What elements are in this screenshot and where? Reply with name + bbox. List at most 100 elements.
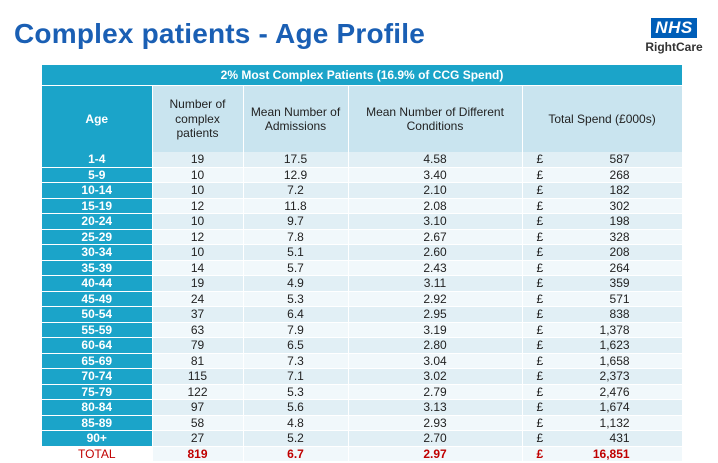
admissions-cell: 7.1: [243, 368, 349, 385]
spend-value: 1,674: [599, 400, 630, 414]
conditions-cell: 2.97: [348, 446, 523, 462]
admissions-cell: 7.3: [243, 353, 349, 369]
total-label: TOTAL: [42, 446, 153, 462]
currency-symbol: £: [536, 384, 544, 399]
patients-cell: 14: [152, 260, 244, 276]
spend-value: 2,373: [599, 369, 630, 383]
patients-cell: 37: [152, 306, 244, 323]
conditions-cell: 3.10: [348, 213, 523, 230]
age-cell: 80-84: [42, 399, 153, 416]
age-cell: 45-49: [42, 291, 153, 307]
table-row: 10-14 10 7.2 2.10 £182: [42, 182, 683, 199]
table-row: 15-19 12 11.8 2.08 £302: [42, 198, 683, 214]
admissions-cell: 11.8: [243, 198, 349, 214]
conditions-cell: 2.43: [348, 260, 523, 276]
table-banner: 2% Most Complex Patients (16.9% of CCG S…: [42, 65, 683, 86]
spend-cell: £268: [522, 167, 683, 183]
spend-cell: £838: [522, 306, 683, 323]
patients-cell: 10: [152, 213, 244, 230]
total-row: TOTAL 819 6.7 2.97 £16,851: [42, 446, 683, 462]
patients-cell: 63: [152, 322, 244, 338]
patients-cell: 10: [152, 244, 244, 261]
patients-cell: 10: [152, 167, 244, 183]
spend-cell: £1,378: [522, 322, 683, 338]
currency-symbol: £: [536, 291, 544, 306]
column-header-patients: Number of complex patients: [152, 85, 244, 152]
admissions-cell: 5.1: [243, 244, 349, 261]
spend-cell: £587: [522, 152, 683, 168]
patients-cell: 122: [152, 384, 244, 400]
spend-value: 1,658: [599, 353, 630, 368]
spend-value: 302: [609, 198, 630, 213]
spend-cell: £16,851: [522, 446, 683, 462]
table-row: 25-29 12 7.8 2.67 £328: [42, 229, 683, 245]
table-row: 60-64 79 6.5 2.80 £1,623: [42, 337, 683, 354]
currency-symbol: £: [536, 183, 544, 197]
admissions-cell: 5.3: [243, 291, 349, 307]
conditions-cell: 2.70: [348, 430, 523, 447]
currency-symbol: £: [536, 167, 544, 182]
currency-symbol: £: [536, 415, 544, 430]
patients-cell: 79: [152, 337, 244, 354]
admissions-cell: 6.7: [243, 446, 349, 462]
spend-cell: £571: [522, 291, 683, 307]
table-row: 55-59 63 7.9 3.19 £1,378: [42, 322, 683, 338]
admissions-cell: 17.5: [243, 152, 349, 168]
admissions-cell: 4.8: [243, 415, 349, 431]
admissions-cell: 5.2: [243, 430, 349, 447]
spend-cell: £2,476: [522, 384, 683, 400]
admissions-cell: 6.4: [243, 306, 349, 323]
spend-value: 1,378: [599, 322, 630, 337]
conditions-cell: 2.79: [348, 384, 523, 400]
table-row: 30-34 10 5.1 2.60 £208: [42, 244, 683, 261]
conditions-cell: 3.13: [348, 399, 523, 416]
conditions-cell: 2.80: [348, 337, 523, 354]
spend-value: 328: [609, 229, 630, 244]
spend-value: 1,132: [599, 415, 630, 430]
conditions-cell: 2.93: [348, 415, 523, 431]
conditions-cell: 2.08: [348, 198, 523, 214]
currency-symbol: £: [536, 276, 544, 290]
age-cell: 30-34: [42, 244, 153, 261]
table-row: 90+ 27 5.2 2.70 £431: [42, 430, 683, 447]
spend-cell: £2,373: [522, 368, 683, 385]
spend-value: 838: [609, 307, 630, 321]
table-row: 35-39 14 5.7 2.43 £264: [42, 260, 683, 276]
patients-cell: 12: [152, 198, 244, 214]
spend-cell: £1,623: [522, 337, 683, 354]
admissions-cell: 9.7: [243, 213, 349, 230]
spend-value: 1,623: [599, 338, 630, 352]
rightcare-label: RightCare: [645, 40, 703, 54]
nhs-rightcare-logo: NHS RightCare: [644, 18, 704, 54]
conditions-cell: 3.02: [348, 368, 523, 385]
currency-symbol: £: [536, 198, 544, 213]
age-cell: 35-39: [42, 260, 153, 276]
patients-cell: 12: [152, 229, 244, 245]
admissions-cell: 5.6: [243, 399, 349, 416]
spend-value: 16,851: [592, 446, 630, 461]
spend-value: 431: [609, 431, 630, 445]
column-header-conditions: Mean Number of Different Conditions: [348, 85, 523, 152]
currency-symbol: £: [536, 431, 544, 445]
age-cell: 60-64: [42, 337, 153, 354]
admissions-cell: 5.3: [243, 384, 349, 400]
currency-symbol: £: [536, 214, 544, 228]
admissions-cell: 6.5: [243, 337, 349, 354]
spend-value: 2,476: [599, 384, 630, 399]
patients-cell: 10: [152, 182, 244, 199]
page-title: Complex patients - Age Profile: [14, 18, 426, 49]
age-profile-table: 2% Most Complex Patients (16.9% of CCG S…: [42, 65, 683, 462]
spend-cell: £328: [522, 229, 683, 245]
table-row: 85-89 58 4.8 2.93 £1,132: [42, 415, 683, 431]
table-row: 40-44 19 4.9 3.11 £359: [42, 275, 683, 292]
age-cell: 25-29: [42, 229, 153, 245]
spend-cell: £359: [522, 275, 683, 292]
patients-cell: 19: [152, 152, 244, 168]
table-row: 5-9 10 12.9 3.40 £268: [42, 167, 683, 183]
currency-symbol: £: [536, 307, 544, 321]
conditions-cell: 2.10: [348, 182, 523, 199]
patients-cell: 81: [152, 353, 244, 369]
table-body: 1-4 19 17.5 4.58 £587 5-9 10 12.9 3.40 £268 10-14 1…: [42, 152, 683, 462]
patients-cell: 97: [152, 399, 244, 416]
currency-symbol: £: [536, 446, 544, 461]
